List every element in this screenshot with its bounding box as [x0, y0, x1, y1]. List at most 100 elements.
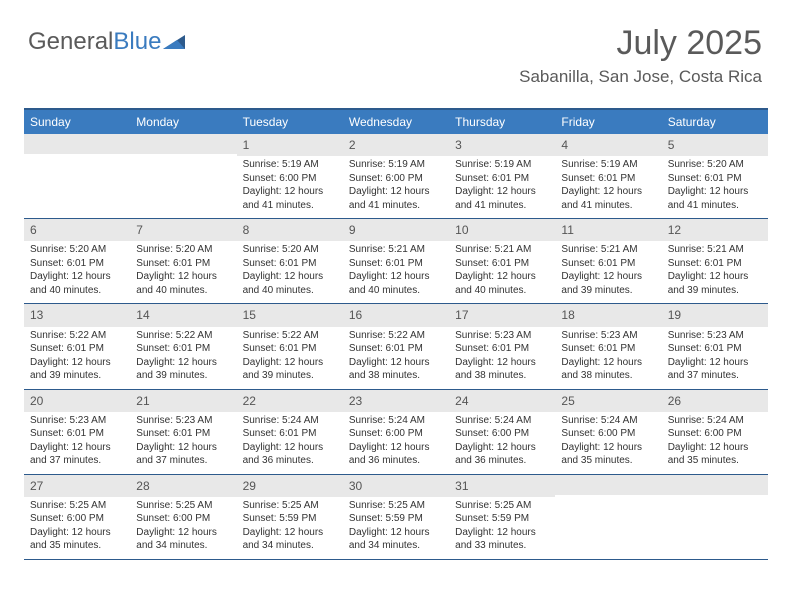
day-cell [24, 134, 130, 218]
sunset-text: Sunset: 6:01 PM [30, 257, 124, 271]
day-cell: 16Sunrise: 5:22 AMSunset: 6:01 PMDayligh… [343, 304, 449, 388]
sunset-text: Sunset: 5:59 PM [349, 512, 443, 526]
sunset-text: Sunset: 6:01 PM [136, 342, 230, 356]
day-cell: 4Sunrise: 5:19 AMSunset: 6:01 PMDaylight… [555, 134, 661, 218]
sunrise-text: Sunrise: 5:23 AM [136, 414, 230, 428]
daylight-text: Daylight: 12 hours and 39 minutes. [30, 356, 124, 383]
day-body: Sunrise: 5:19 AMSunset: 6:00 PMDaylight:… [237, 156, 343, 218]
day-cell: 15Sunrise: 5:22 AMSunset: 6:01 PMDayligh… [237, 304, 343, 388]
sunset-text: Sunset: 6:01 PM [561, 342, 655, 356]
daylight-text: Daylight: 12 hours and 40 minutes. [30, 270, 124, 297]
day-number: 24 [449, 390, 555, 412]
sunrise-text: Sunrise: 5:21 AM [349, 243, 443, 257]
day-cell: 27Sunrise: 5:25 AMSunset: 6:00 PMDayligh… [24, 475, 130, 559]
week-row: 13Sunrise: 5:22 AMSunset: 6:01 PMDayligh… [24, 304, 768, 389]
day-cell: 13Sunrise: 5:22 AMSunset: 6:01 PMDayligh… [24, 304, 130, 388]
day-number: 13 [24, 304, 130, 326]
sunset-text: Sunset: 6:00 PM [455, 427, 549, 441]
day-body: Sunrise: 5:24 AMSunset: 6:00 PMDaylight:… [555, 412, 661, 474]
day-number [555, 475, 661, 495]
sunset-text: Sunset: 6:01 PM [668, 257, 762, 271]
sunset-text: Sunset: 6:00 PM [30, 512, 124, 526]
day-header-cell: Sunday [24, 110, 130, 134]
sunset-text: Sunset: 6:01 PM [136, 427, 230, 441]
sunrise-text: Sunrise: 5:21 AM [455, 243, 549, 257]
day-header-row: SundayMondayTuesdayWednesdayThursdayFrid… [24, 110, 768, 134]
day-cell: 26Sunrise: 5:24 AMSunset: 6:00 PMDayligh… [662, 390, 768, 474]
sunrise-text: Sunrise: 5:23 AM [455, 329, 549, 343]
logo-text-1: General [28, 28, 113, 56]
day-body: Sunrise: 5:25 AMSunset: 6:00 PMDaylight:… [130, 497, 236, 559]
day-header-cell: Tuesday [237, 110, 343, 134]
day-cell: 20Sunrise: 5:23 AMSunset: 6:01 PMDayligh… [24, 390, 130, 474]
day-cell [555, 475, 661, 559]
logo: GeneralBlue [28, 28, 189, 56]
day-number: 25 [555, 390, 661, 412]
day-body: Sunrise: 5:21 AMSunset: 6:01 PMDaylight:… [449, 241, 555, 303]
day-cell: 19Sunrise: 5:23 AMSunset: 6:01 PMDayligh… [662, 304, 768, 388]
sunset-text: Sunset: 6:01 PM [455, 342, 549, 356]
day-body: Sunrise: 5:24 AMSunset: 6:01 PMDaylight:… [237, 412, 343, 474]
daylight-text: Daylight: 12 hours and 35 minutes. [30, 526, 124, 553]
day-body: Sunrise: 5:25 AMSunset: 6:00 PMDaylight:… [24, 497, 130, 559]
day-number: 4 [555, 134, 661, 156]
sunrise-text: Sunrise: 5:22 AM [136, 329, 230, 343]
daylight-text: Daylight: 12 hours and 40 minutes. [243, 270, 337, 297]
sunrise-text: Sunrise: 5:20 AM [30, 243, 124, 257]
logo-text-2: Blue [113, 28, 161, 56]
sunset-text: Sunset: 5:59 PM [243, 512, 337, 526]
day-header-cell: Friday [555, 110, 661, 134]
day-cell: 8Sunrise: 5:20 AMSunset: 6:01 PMDaylight… [237, 219, 343, 303]
day-body: Sunrise: 5:25 AMSunset: 5:59 PMDaylight:… [343, 497, 449, 559]
day-body: Sunrise: 5:23 AMSunset: 6:01 PMDaylight:… [130, 412, 236, 474]
day-header-cell: Saturday [662, 110, 768, 134]
title-block: July 2025 Sabanilla, San Jose, Costa Ric… [519, 24, 762, 87]
day-number: 20 [24, 390, 130, 412]
sunset-text: Sunset: 6:01 PM [561, 257, 655, 271]
daylight-text: Daylight: 12 hours and 41 minutes. [561, 185, 655, 212]
sunset-text: Sunset: 6:01 PM [243, 257, 337, 271]
day-cell: 11Sunrise: 5:21 AMSunset: 6:01 PMDayligh… [555, 219, 661, 303]
day-body: Sunrise: 5:21 AMSunset: 6:01 PMDaylight:… [343, 241, 449, 303]
sunset-text: Sunset: 6:00 PM [243, 172, 337, 186]
day-cell: 3Sunrise: 5:19 AMSunset: 6:01 PMDaylight… [449, 134, 555, 218]
calendar: SundayMondayTuesdayWednesdayThursdayFrid… [24, 108, 768, 560]
day-number: 7 [130, 219, 236, 241]
day-number: 2 [343, 134, 449, 156]
day-number: 26 [662, 390, 768, 412]
day-number: 5 [662, 134, 768, 156]
sunset-text: Sunset: 6:00 PM [349, 172, 443, 186]
sunset-text: Sunset: 6:00 PM [349, 427, 443, 441]
day-cell: 24Sunrise: 5:24 AMSunset: 6:00 PMDayligh… [449, 390, 555, 474]
day-cell [662, 475, 768, 559]
sunrise-text: Sunrise: 5:24 AM [668, 414, 762, 428]
day-cell: 18Sunrise: 5:23 AMSunset: 6:01 PMDayligh… [555, 304, 661, 388]
daylight-text: Daylight: 12 hours and 38 minutes. [455, 356, 549, 383]
daylight-text: Daylight: 12 hours and 39 minutes. [668, 270, 762, 297]
daylight-text: Daylight: 12 hours and 41 minutes. [243, 185, 337, 212]
day-cell: 7Sunrise: 5:20 AMSunset: 6:01 PMDaylight… [130, 219, 236, 303]
day-cell: 22Sunrise: 5:24 AMSunset: 6:01 PMDayligh… [237, 390, 343, 474]
daylight-text: Daylight: 12 hours and 34 minutes. [136, 526, 230, 553]
day-cell: 9Sunrise: 5:21 AMSunset: 6:01 PMDaylight… [343, 219, 449, 303]
day-cell: 23Sunrise: 5:24 AMSunset: 6:00 PMDayligh… [343, 390, 449, 474]
day-number: 8 [237, 219, 343, 241]
daylight-text: Daylight: 12 hours and 37 minutes. [30, 441, 124, 468]
day-number: 22 [237, 390, 343, 412]
day-number: 15 [237, 304, 343, 326]
day-number: 18 [555, 304, 661, 326]
sunrise-text: Sunrise: 5:21 AM [561, 243, 655, 257]
day-body: Sunrise: 5:22 AMSunset: 6:01 PMDaylight:… [130, 327, 236, 389]
daylight-text: Daylight: 12 hours and 35 minutes. [561, 441, 655, 468]
sunset-text: Sunset: 6:01 PM [349, 342, 443, 356]
daylight-text: Daylight: 12 hours and 39 minutes. [243, 356, 337, 383]
day-cell: 21Sunrise: 5:23 AMSunset: 6:01 PMDayligh… [130, 390, 236, 474]
sunrise-text: Sunrise: 5:20 AM [136, 243, 230, 257]
week-row: 20Sunrise: 5:23 AMSunset: 6:01 PMDayligh… [24, 390, 768, 475]
day-number: 21 [130, 390, 236, 412]
sunrise-text: Sunrise: 5:25 AM [30, 499, 124, 513]
sunset-text: Sunset: 6:00 PM [561, 427, 655, 441]
day-number: 17 [449, 304, 555, 326]
daylight-text: Daylight: 12 hours and 39 minutes. [136, 356, 230, 383]
day-body: Sunrise: 5:23 AMSunset: 6:01 PMDaylight:… [24, 412, 130, 474]
